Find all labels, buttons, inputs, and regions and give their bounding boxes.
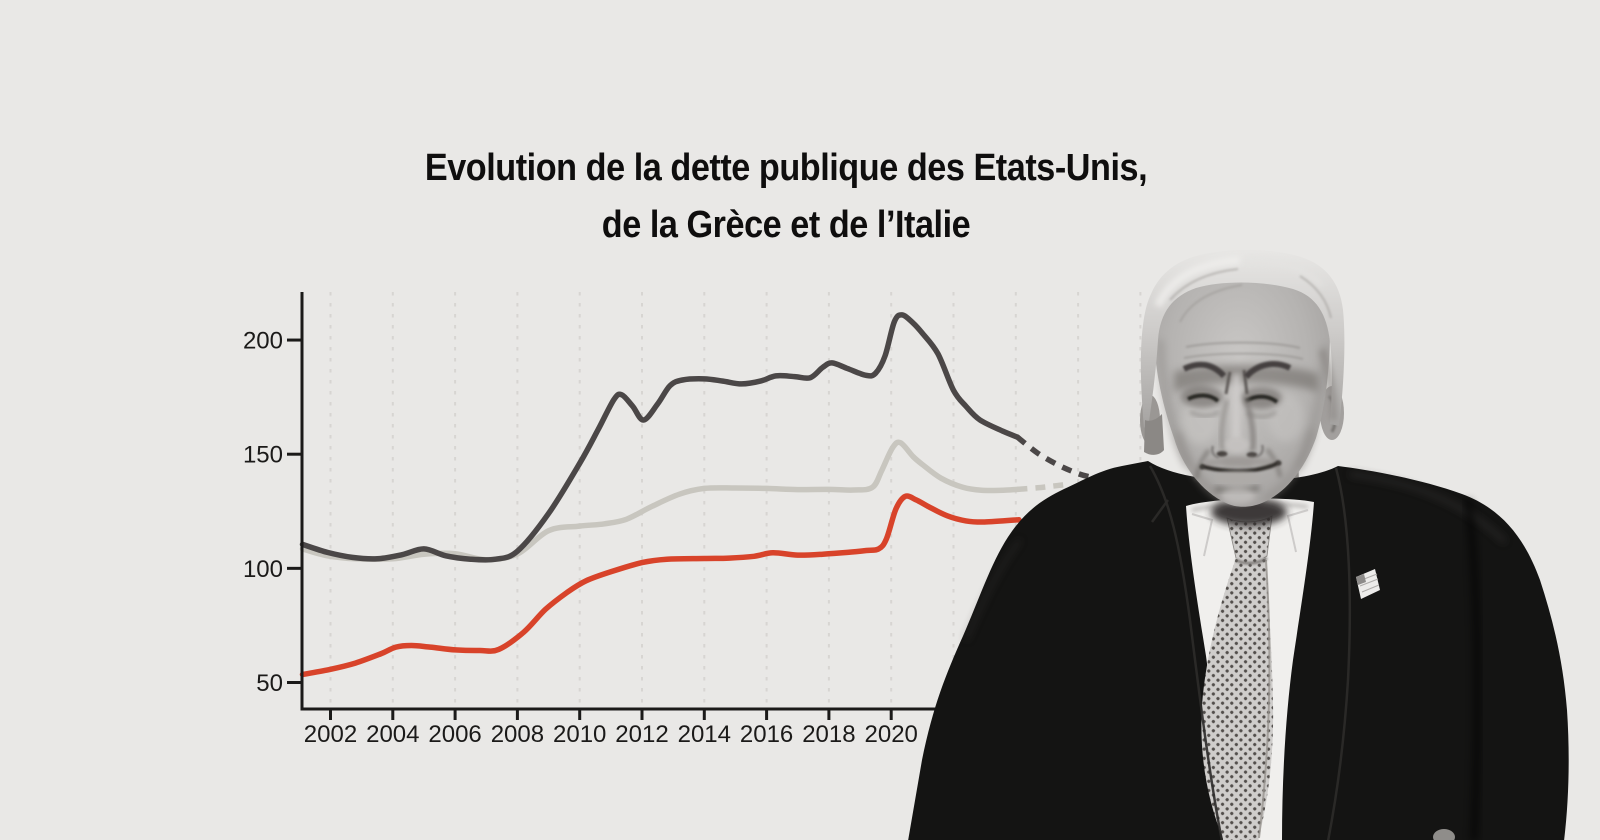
x-tick-label: 2008 — [491, 721, 544, 748]
series-Grèce-projection — [1015, 434, 1092, 480]
y-tick-label: 200 — [243, 328, 283, 355]
axis-labels: 50 100 150 200 2002 2004 2006 2008 2010 2012 2014 2… — [243, 328, 918, 748]
y-tick-label: 50 — [256, 670, 283, 697]
x-tick-label: 2006 — [428, 721, 481, 748]
chin-shadow — [1211, 498, 1287, 526]
hair — [1140, 249, 1345, 455]
x-tick-label: 2020 — [865, 721, 918, 748]
hand-glimpse — [1433, 829, 1455, 840]
y-tick-label: 150 — [243, 442, 283, 469]
x-tick-label: 2018 — [802, 721, 855, 748]
chart-axes — [287, 292, 1150, 720]
chart-title-line1: Evolution de la dette publique des Etats… — [424, 147, 1148, 189]
tie-blade — [1201, 558, 1274, 840]
x-tick-label: 2010 — [553, 721, 606, 748]
chart-title-line2: de la Grèce et de l’Italie — [601, 204, 971, 246]
nose-tip — [1225, 437, 1249, 453]
tie — [1201, 515, 1274, 840]
x-tick-label: 2002 — [304, 721, 357, 748]
facial-features — [1174, 341, 1318, 504]
chart-series — [299, 312, 1092, 678]
flag-pin-icon — [1356, 569, 1380, 599]
axis-lines — [300, 292, 1150, 711]
face — [1153, 259, 1331, 507]
series-Grèce — [299, 312, 1021, 563]
x-tick-label: 2012 — [615, 721, 668, 748]
x-tick-label: 2004 — [366, 721, 419, 748]
series-Italie-projection — [1017, 481, 1070, 493]
series-Italie — [299, 439, 1021, 563]
chart-title: Evolution de la dette publique des Etats… — [79, 140, 1494, 254]
x-tick-label: 2014 — [678, 721, 731, 748]
mouth — [1200, 460, 1281, 473]
series-Etats-Unis — [299, 493, 1022, 678]
lapels — [1148, 465, 1352, 840]
head — [1140, 249, 1345, 507]
x-tick-label: 2016 — [740, 721, 793, 748]
left-eye — [1187, 393, 1220, 403]
y-tick-label: 100 — [243, 556, 283, 583]
